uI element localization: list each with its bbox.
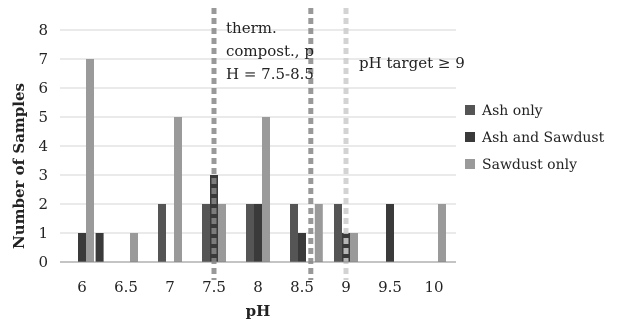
x-tick-label: 9 [341, 278, 351, 296]
y-tick-labels: 0 1 2 3 4 5 6 7 8 [38, 21, 48, 271]
bar [350, 233, 358, 262]
bar [174, 117, 182, 262]
gridlines [60, 29, 456, 234]
legend-label: Ash and Sawdust [481, 130, 605, 146]
y-tick-label: 5 [38, 108, 48, 126]
y-tick-label: 1 [38, 224, 48, 242]
annotation-line-3: H = 7.5-8.5 [226, 65, 314, 83]
x-tick-label: 7 [165, 278, 175, 296]
x-tick-label: 6.5 [114, 278, 138, 296]
bar [298, 233, 306, 262]
bar [262, 117, 270, 262]
legend-label: Ash only [481, 103, 543, 119]
bar [86, 59, 94, 262]
y-tick-label: 0 [38, 253, 48, 271]
x-axis-title: pH [246, 302, 271, 320]
y-tick-label: 3 [38, 166, 48, 184]
bar [334, 204, 342, 262]
y-tick-label: 8 [38, 21, 48, 39]
x-tick-label: 8 [253, 278, 263, 296]
bar [78, 233, 86, 262]
x-tick-label: 9.5 [378, 278, 402, 296]
bar [246, 204, 254, 262]
legend-swatch [465, 159, 475, 169]
x-tick-label: 10 [424, 278, 443, 296]
y-tick-label: 4 [38, 137, 48, 155]
x-tick-labels: 6 6.5 7 7.5 8 8.5 9 9.5 10 [77, 278, 443, 296]
bar [342, 233, 350, 262]
reference-lines [211, 8, 349, 280]
legend-label: Sawdust only [482, 157, 577, 173]
legend-swatch [465, 132, 475, 142]
bar [95, 233, 104, 262]
bar [438, 204, 446, 262]
y-tick-label: 7 [38, 50, 48, 68]
therm-compost-annotation: therm. compost., p H = 7.5-8.5 [226, 19, 314, 83]
x-tick-label: 6 [77, 278, 87, 296]
bar [290, 204, 298, 262]
bar [254, 204, 262, 262]
bar [314, 204, 323, 262]
annotation-line-2: compost., p [226, 42, 314, 60]
x-tick-label: 8.5 [290, 278, 314, 296]
legend: Ash only Ash and Sawdust Sawdust only [465, 103, 605, 173]
bar [218, 204, 226, 262]
annotation-line-1: therm. [226, 19, 277, 37]
bar [202, 204, 210, 262]
y-tick-label: 2 [38, 195, 48, 213]
bar [386, 204, 394, 262]
bar [130, 233, 138, 262]
legend-swatch [465, 105, 475, 115]
x-tick-label: 7.5 [202, 278, 226, 296]
y-tick-label: 6 [38, 79, 48, 97]
ph-target-annotation: pH target ≥ 9 [359, 54, 465, 72]
y-axis-title: Number of Samples [10, 83, 28, 249]
bars [78, 59, 446, 262]
bar [158, 204, 166, 262]
